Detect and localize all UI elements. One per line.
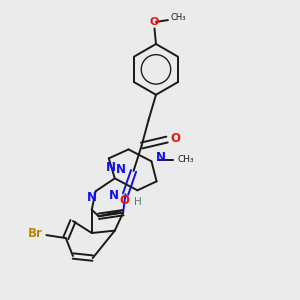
Text: O: O [119,194,129,207]
Text: CH₃: CH₃ [171,13,186,22]
Text: N: N [106,161,116,174]
Text: CH₃: CH₃ [177,155,194,164]
Text: H: H [134,197,142,207]
Text: N: N [109,189,119,202]
Text: N: N [116,163,126,176]
Text: N: N [156,151,166,164]
Text: N: N [87,191,98,204]
Text: Br: Br [28,227,43,240]
Text: O: O [171,133,181,146]
Text: O: O [150,17,159,27]
